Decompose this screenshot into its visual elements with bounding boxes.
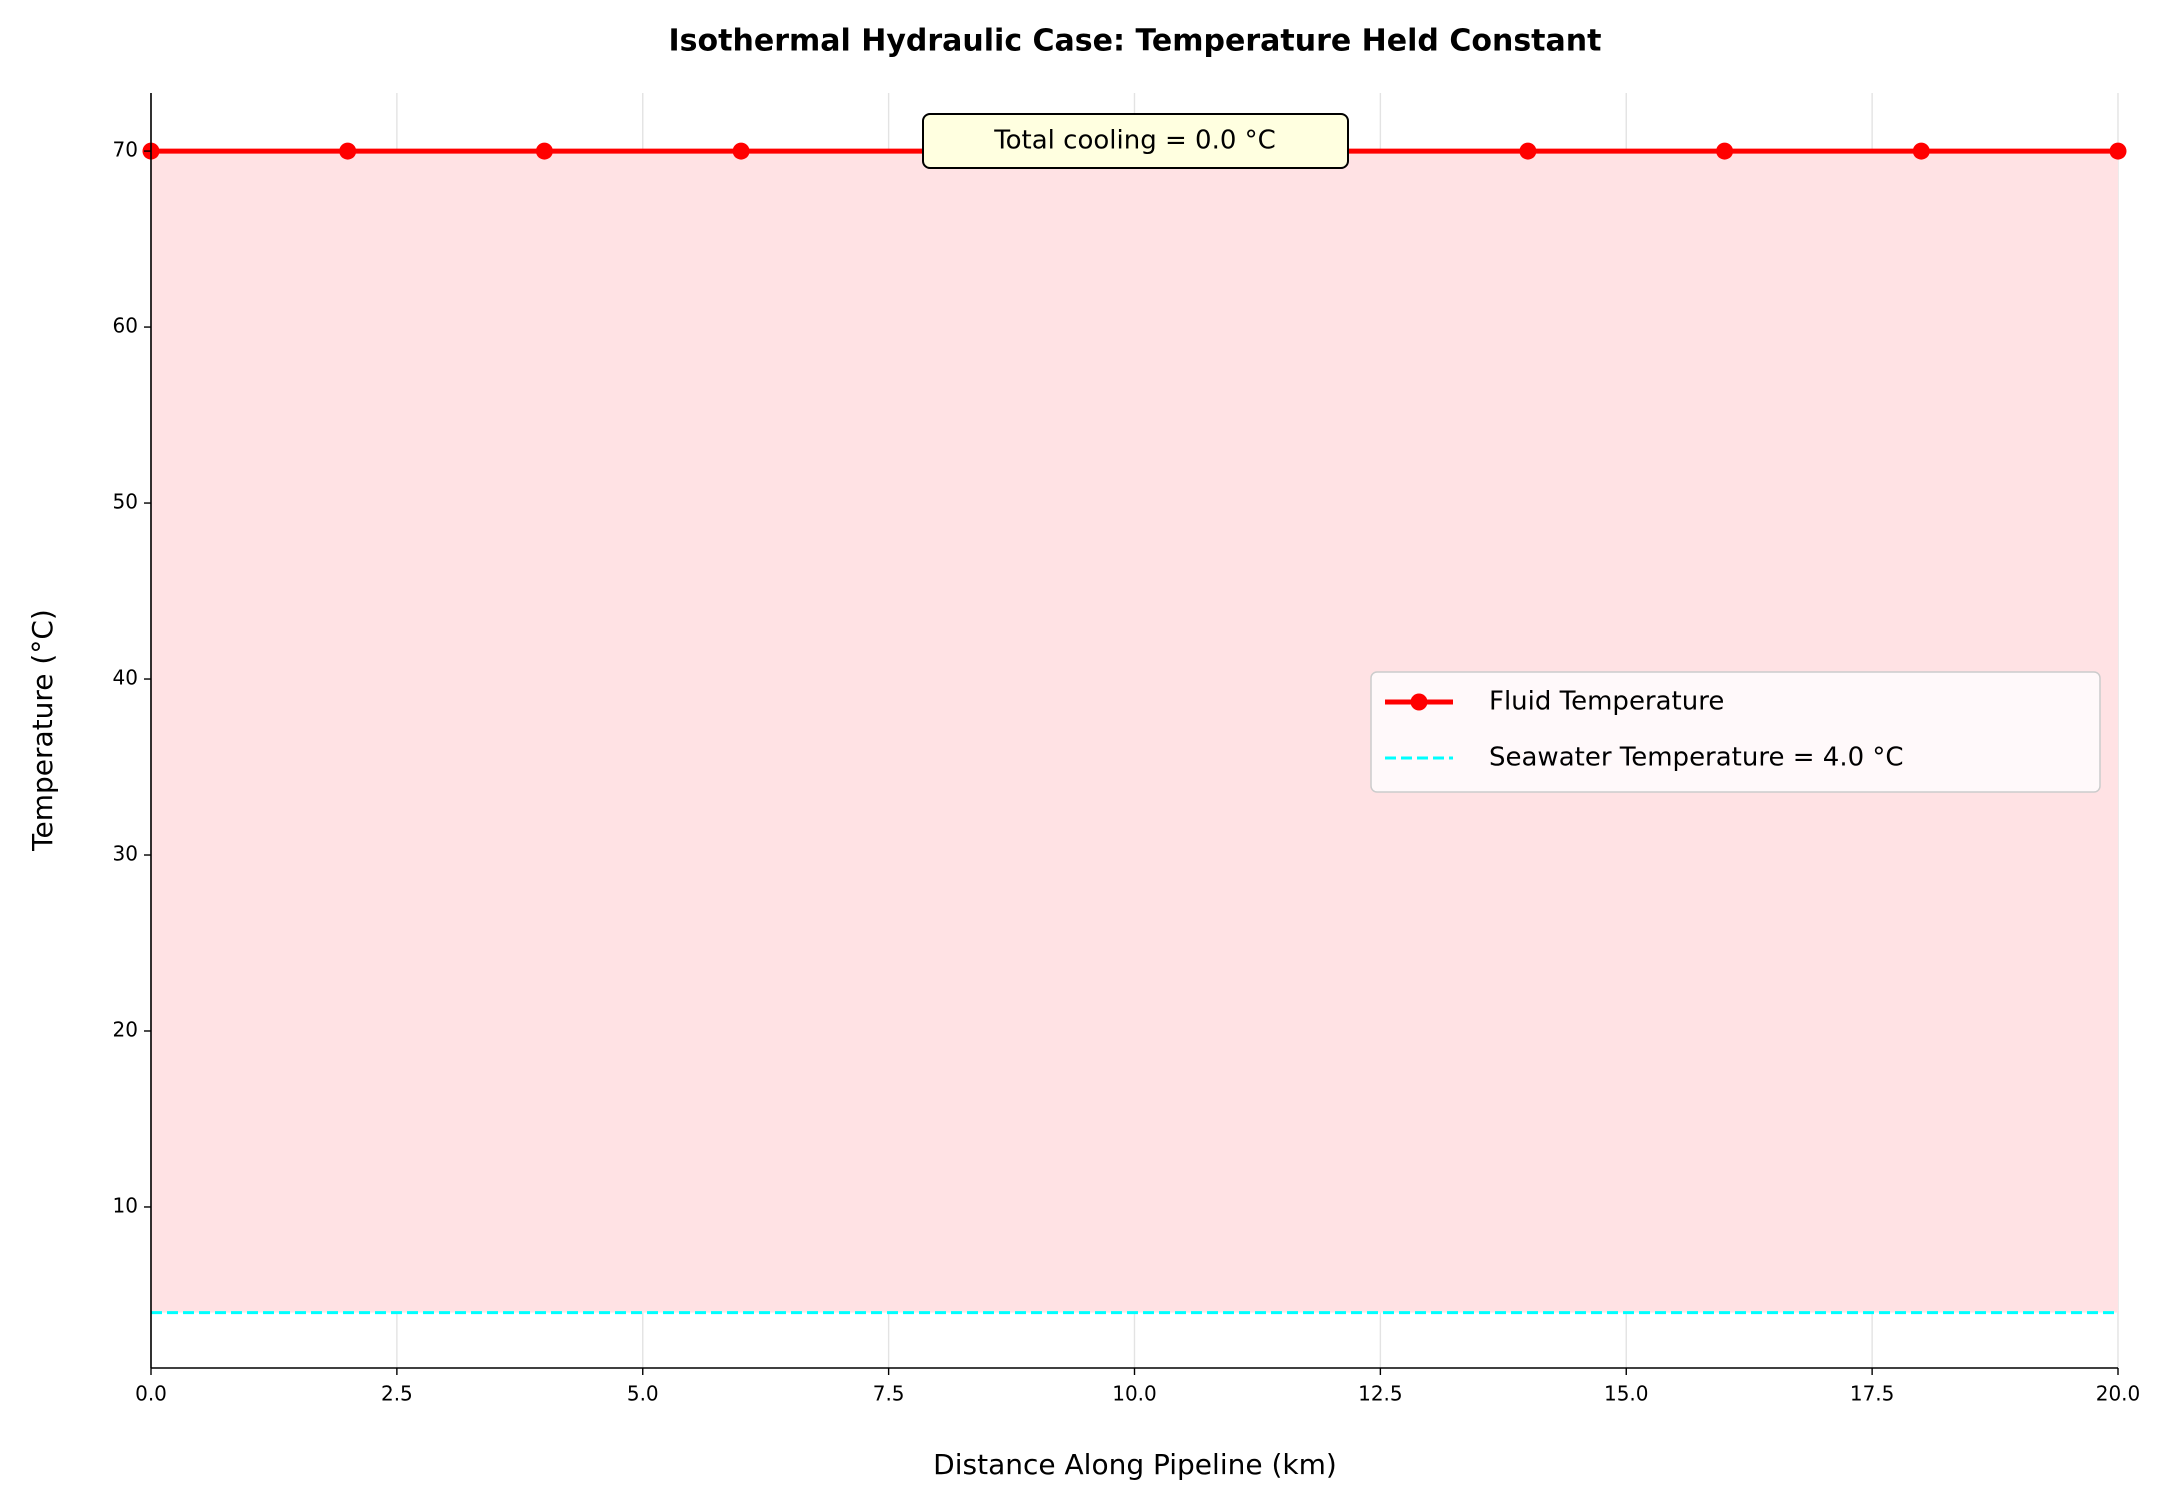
legend-label: Fluid Temperature	[1489, 687, 1724, 717]
chart-title: Isothermal Hydraulic Case: Temperature H…	[669, 24, 1602, 59]
x-tick-label: 12.5	[1358, 1382, 1403, 1406]
x-tick-label: 15.0	[1604, 1382, 1649, 1406]
axes: 0.0 2.5 5.0 7.5 10.0 12.5 15.0 17.5 20.0 10 20 30 40…	[113, 93, 2141, 1406]
y-tick-label: 30	[113, 842, 138, 866]
y-tick-label: 40	[113, 666, 138, 690]
x-tick-label: 5.0	[627, 1382, 659, 1406]
x-tick-label: 20.0	[2096, 1382, 2141, 1406]
legend: Fluid Temperature Seawater Temperature = …	[1370, 671, 2101, 793]
data-point	[1519, 142, 1537, 160]
data-point	[339, 142, 357, 160]
y-tick-label: 70	[113, 138, 138, 162]
plot	[142, 142, 2127, 1315]
y-tick-label: 20	[113, 1017, 138, 1041]
x-tick-label: 2.5	[381, 1382, 413, 1406]
x-tick-label: 0.0	[135, 1382, 167, 1406]
x-tick-label: 10.0	[1112, 1382, 1157, 1406]
annotation: Total cooling = 0.0 °C	[922, 113, 1349, 169]
x-tick-label: 17.5	[1850, 1382, 1895, 1406]
data-point	[732, 142, 750, 160]
data-point	[1716, 142, 1734, 160]
x-tick-label: 7.5	[873, 1382, 905, 1406]
data-point	[1912, 142, 1930, 160]
data-point	[2109, 142, 2127, 160]
fill-area	[151, 151, 2118, 1313]
annotation-text: Total cooling = 0.0 °C	[993, 126, 1276, 156]
y-tick-label: 50	[113, 490, 138, 514]
x-axis-label: Distance Along Pipeline (km)	[933, 1448, 1337, 1481]
y-axis-label: Temperature (°C)	[26, 609, 59, 852]
y-tick-label: 10	[113, 1193, 138, 1217]
data-point	[535, 142, 553, 160]
legend-label: Seawater Temperature = 4.0 °C	[1489, 743, 1904, 773]
y-tick-label: 60	[113, 314, 138, 338]
legend-swatch-marker	[1410, 693, 1428, 711]
legend-box	[1370, 671, 2101, 793]
annotation-box	[922, 113, 1349, 169]
